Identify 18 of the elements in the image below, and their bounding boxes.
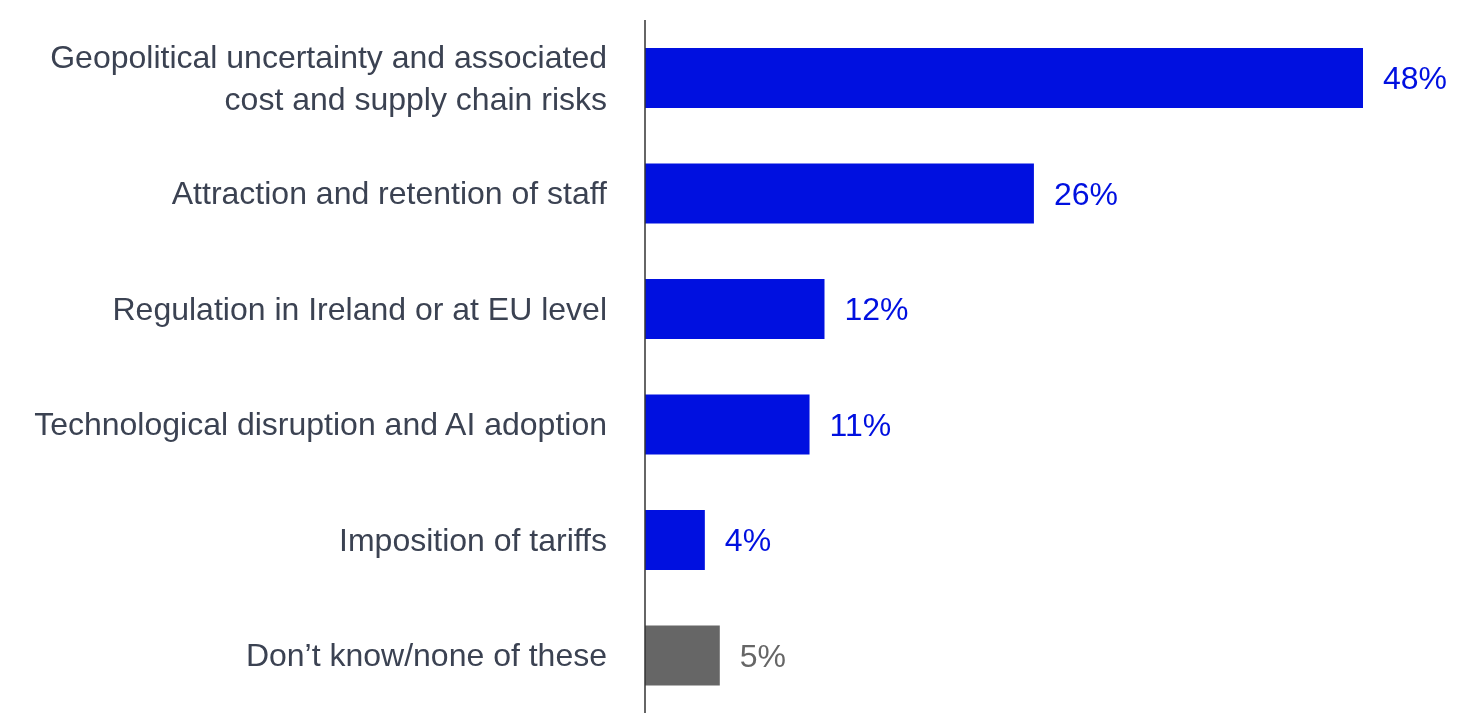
data-label: 5% [739,637,787,674]
data-label: 48% [1383,60,1448,96]
y-tick-label: Don’t know/none of these [245,637,607,674]
bar [645,394,810,455]
data-label: 12% [844,291,909,327]
data-label: 4% [724,522,772,558]
bar [645,163,1034,224]
bar [645,48,1363,108]
bar [645,625,720,686]
data-label: 11% [829,406,892,443]
y-tick-label: Geopolitical uncertainty and associated cost and supply chain risks [50,38,607,117]
y-tick-label: Technological disruption and AI adoption [34,406,607,443]
y-tick-label: Attraction and retention of staff [171,175,608,212]
bar [645,279,825,339]
y-tick-label: Imposition of tariffs [339,521,607,558]
y-tick-label: Regulation in Ireland or at EU level [112,290,607,327]
data-label: 26% [1053,175,1118,212]
bar [645,510,705,570]
